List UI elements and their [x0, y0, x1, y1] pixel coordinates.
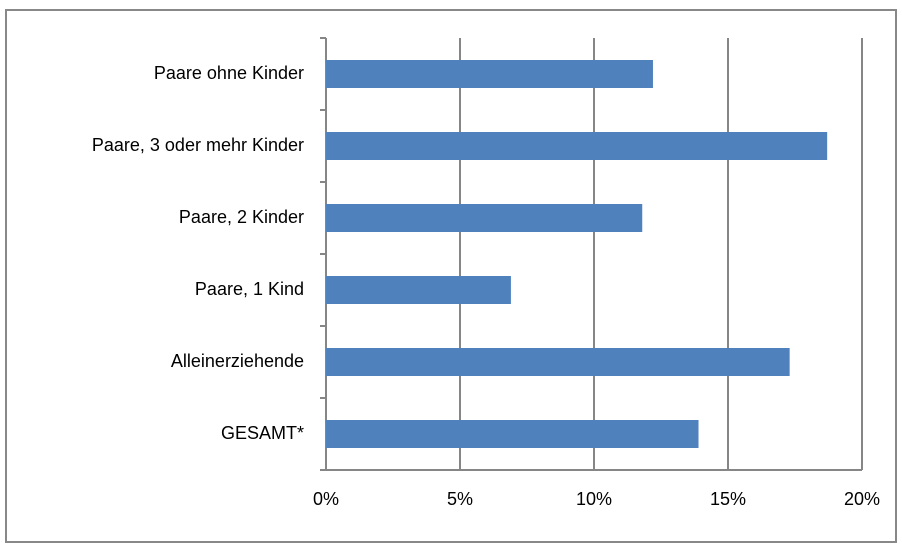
y-tick-label: Paare, 2 Kinder: [179, 207, 304, 227]
x-tick-label: 0%: [313, 489, 339, 509]
y-tick-label: Alleinerziehende: [171, 351, 304, 371]
bar: [326, 132, 828, 160]
x-tick-label: 5%: [447, 489, 473, 509]
y-tick-label: Paare ohne Kinder: [154, 63, 304, 83]
x-tick-label: 20%: [844, 489, 880, 509]
y-tick-label: GESAMT*: [221, 423, 304, 443]
x-tick-label: 10%: [576, 489, 612, 509]
bar: [326, 204, 643, 232]
x-tick-label: 15%: [710, 489, 746, 509]
bar: [326, 420, 699, 448]
bar: [326, 276, 511, 304]
bar: [326, 348, 790, 376]
y-tick-label: Paare, 1 Kind: [195, 279, 304, 299]
y-tick-label: Paare, 3 oder mehr Kinder: [92, 135, 304, 155]
bar: [326, 60, 653, 88]
